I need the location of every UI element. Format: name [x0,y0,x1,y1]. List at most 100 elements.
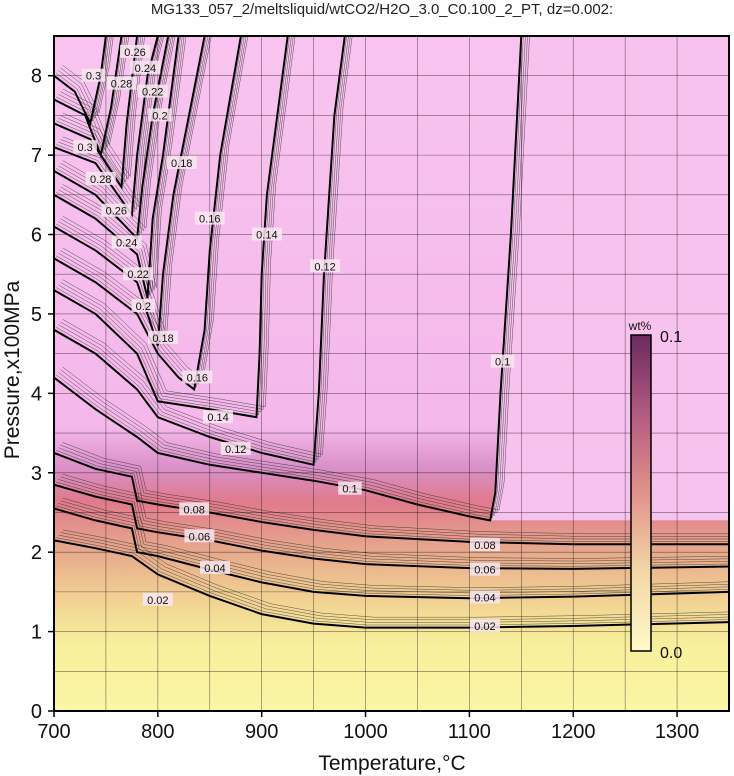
x-tick-label-1100: 1100 [448,721,491,743]
fine-contour-0.12-3 [60,36,351,458]
contour-0.12 [54,36,346,467]
contour-label-0.14: 0.14 [256,230,277,242]
contour-labels: 0.02 0.02 0.04 0.04 0.06 0.06 0.08 0.08 0.1 0.1 0.… [73,44,515,633]
contour-label-0.08: 0.08 [474,540,495,552]
fine-contour-0.26-3 [60,36,144,180]
contour-label-0.26: 0.26 [124,47,145,59]
contour-label-bg [469,538,500,552]
contour-label-bg [490,354,515,368]
y-axis-ticks: 0 1 2 3 4 5 6 7 8 [31,66,54,723]
plot-frame [53,35,730,712]
contour-label-bg [179,502,210,516]
fine-contour-0.14-1 [56,36,290,415]
fine-contour-0.28-4 [62,36,130,146]
contour-label-0.16: 0.16 [199,214,220,226]
contour-label-0.02: 0.02 [147,595,168,607]
y-axis-label: Pressure,x100MPa [1,280,24,459]
contour-label-0.1: 0.1 [495,357,510,369]
fine-contour-0.08-4 [62,442,729,535]
contour-label-0.16: 0.16 [187,372,208,384]
fine-contour-0.08-2 [58,447,729,540]
contour-label-0.06: 0.06 [474,565,495,577]
contour-label-bg [220,441,251,455]
contour-label-bg [85,171,116,185]
fine-contour-0.12-1 [56,36,347,463]
contour-label-0.04: 0.04 [474,592,495,604]
colorbar-scale [630,334,652,652]
contour-label-0.06: 0.06 [189,531,210,543]
contour-label-bg [73,140,97,154]
x-tick-label-900: 900 [245,721,278,743]
contour-label-bg [194,211,225,225]
co2-saturated-region [490,36,729,521]
fine-contour-0.2-1 [56,36,181,296]
contour-label-bg [184,529,215,543]
fine-contour-0.2-2 [58,36,183,293]
colorbar: wt% 0.1 0.0 [628,319,683,662]
fine-contour-0.1-3 [60,36,528,513]
y-tick-label-5: 5 [31,304,42,326]
contour-label-0.26: 0.26 [106,206,127,218]
contour-label-0.12: 0.12 [314,261,335,273]
y-tick-label-4: 4 [31,383,42,405]
contour-label-0.18: 0.18 [171,158,192,170]
contour-0.22 [54,36,170,241]
contour-label-bg [120,44,150,58]
x-tick-label-700: 700 [37,721,70,743]
fine-contour-0.26-1 [56,36,140,186]
contour-label-bg [81,68,106,82]
contour-label-0.2: 0.2 [152,110,167,122]
contour-label-bg [469,619,500,633]
fine-contour-0.1-2 [58,36,526,516]
contour-label-0.3: 0.3 [86,71,101,83]
fine-contour-0.06-3 [60,476,729,562]
x-tick-label-1300: 1300 [655,721,700,743]
contour-label-0.08: 0.08 [183,504,204,516]
y-tick-label-2: 2 [31,542,42,564]
y-tick-label-1: 1 [31,622,42,644]
contour-label-0.2: 0.2 [136,301,151,313]
contour-label-bg [203,410,234,424]
contour-label-bg [131,299,156,312]
contour-label-bg [148,108,172,122]
contour-label-0.1: 0.1 [342,484,357,496]
contour-label-bg [142,592,173,606]
y-tick-label-0: 0 [31,701,42,723]
fine-contour-0.08-3 [60,444,729,537]
grid-lines [54,36,729,711]
fine-contour-0.12-4 [62,36,353,455]
contour-label-bg [101,203,132,217]
y-tick-label-3: 3 [31,463,42,485]
fine-contour-0.22-1 [56,36,171,237]
fine-contour-0.3-2 [58,36,110,119]
contour-label-bg [469,562,500,576]
contour-label-0.3: 0.3 [78,142,93,154]
fine-contour-0.26-4 [62,36,145,178]
fine-contour-0.1-1 [56,36,524,519]
contour-label-bg [137,84,168,98]
contour-label-0.28: 0.28 [111,79,132,91]
fine-contour-0.3-1 [56,36,109,122]
fine-contour-0.02-3 [60,532,729,621]
fine-contour-0.04-3 [60,500,729,591]
x-tick-label-800: 800 [141,721,174,743]
contour-label-bg [123,267,154,281]
contour-label-bg [199,561,230,575]
contour-0.26 [54,36,139,190]
contour-label-bg [338,481,362,495]
fine-contour-0.14-3 [60,36,294,410]
fine-contour-0.12-2 [58,36,349,460]
chart-title: MG133_057_2/meltsliquid/wtCO2/H2O_3.0_C0… [151,1,613,18]
y-tick-label-8: 8 [31,66,42,88]
fine-contour-0.14-2 [58,36,292,413]
contour-label-bg [111,235,142,249]
contour-label-bg [251,227,282,241]
fine-contour-0.02-4 [62,529,729,618]
contour-label-0.14: 0.14 [207,412,228,424]
contour-label-0.18: 0.18 [152,333,173,345]
fine-contour-0.02-1 [56,537,729,626]
fine-contour-0.1-4 [62,36,530,511]
contour-label-bg [106,76,137,90]
contour-label-0.02: 0.02 [474,621,495,633]
